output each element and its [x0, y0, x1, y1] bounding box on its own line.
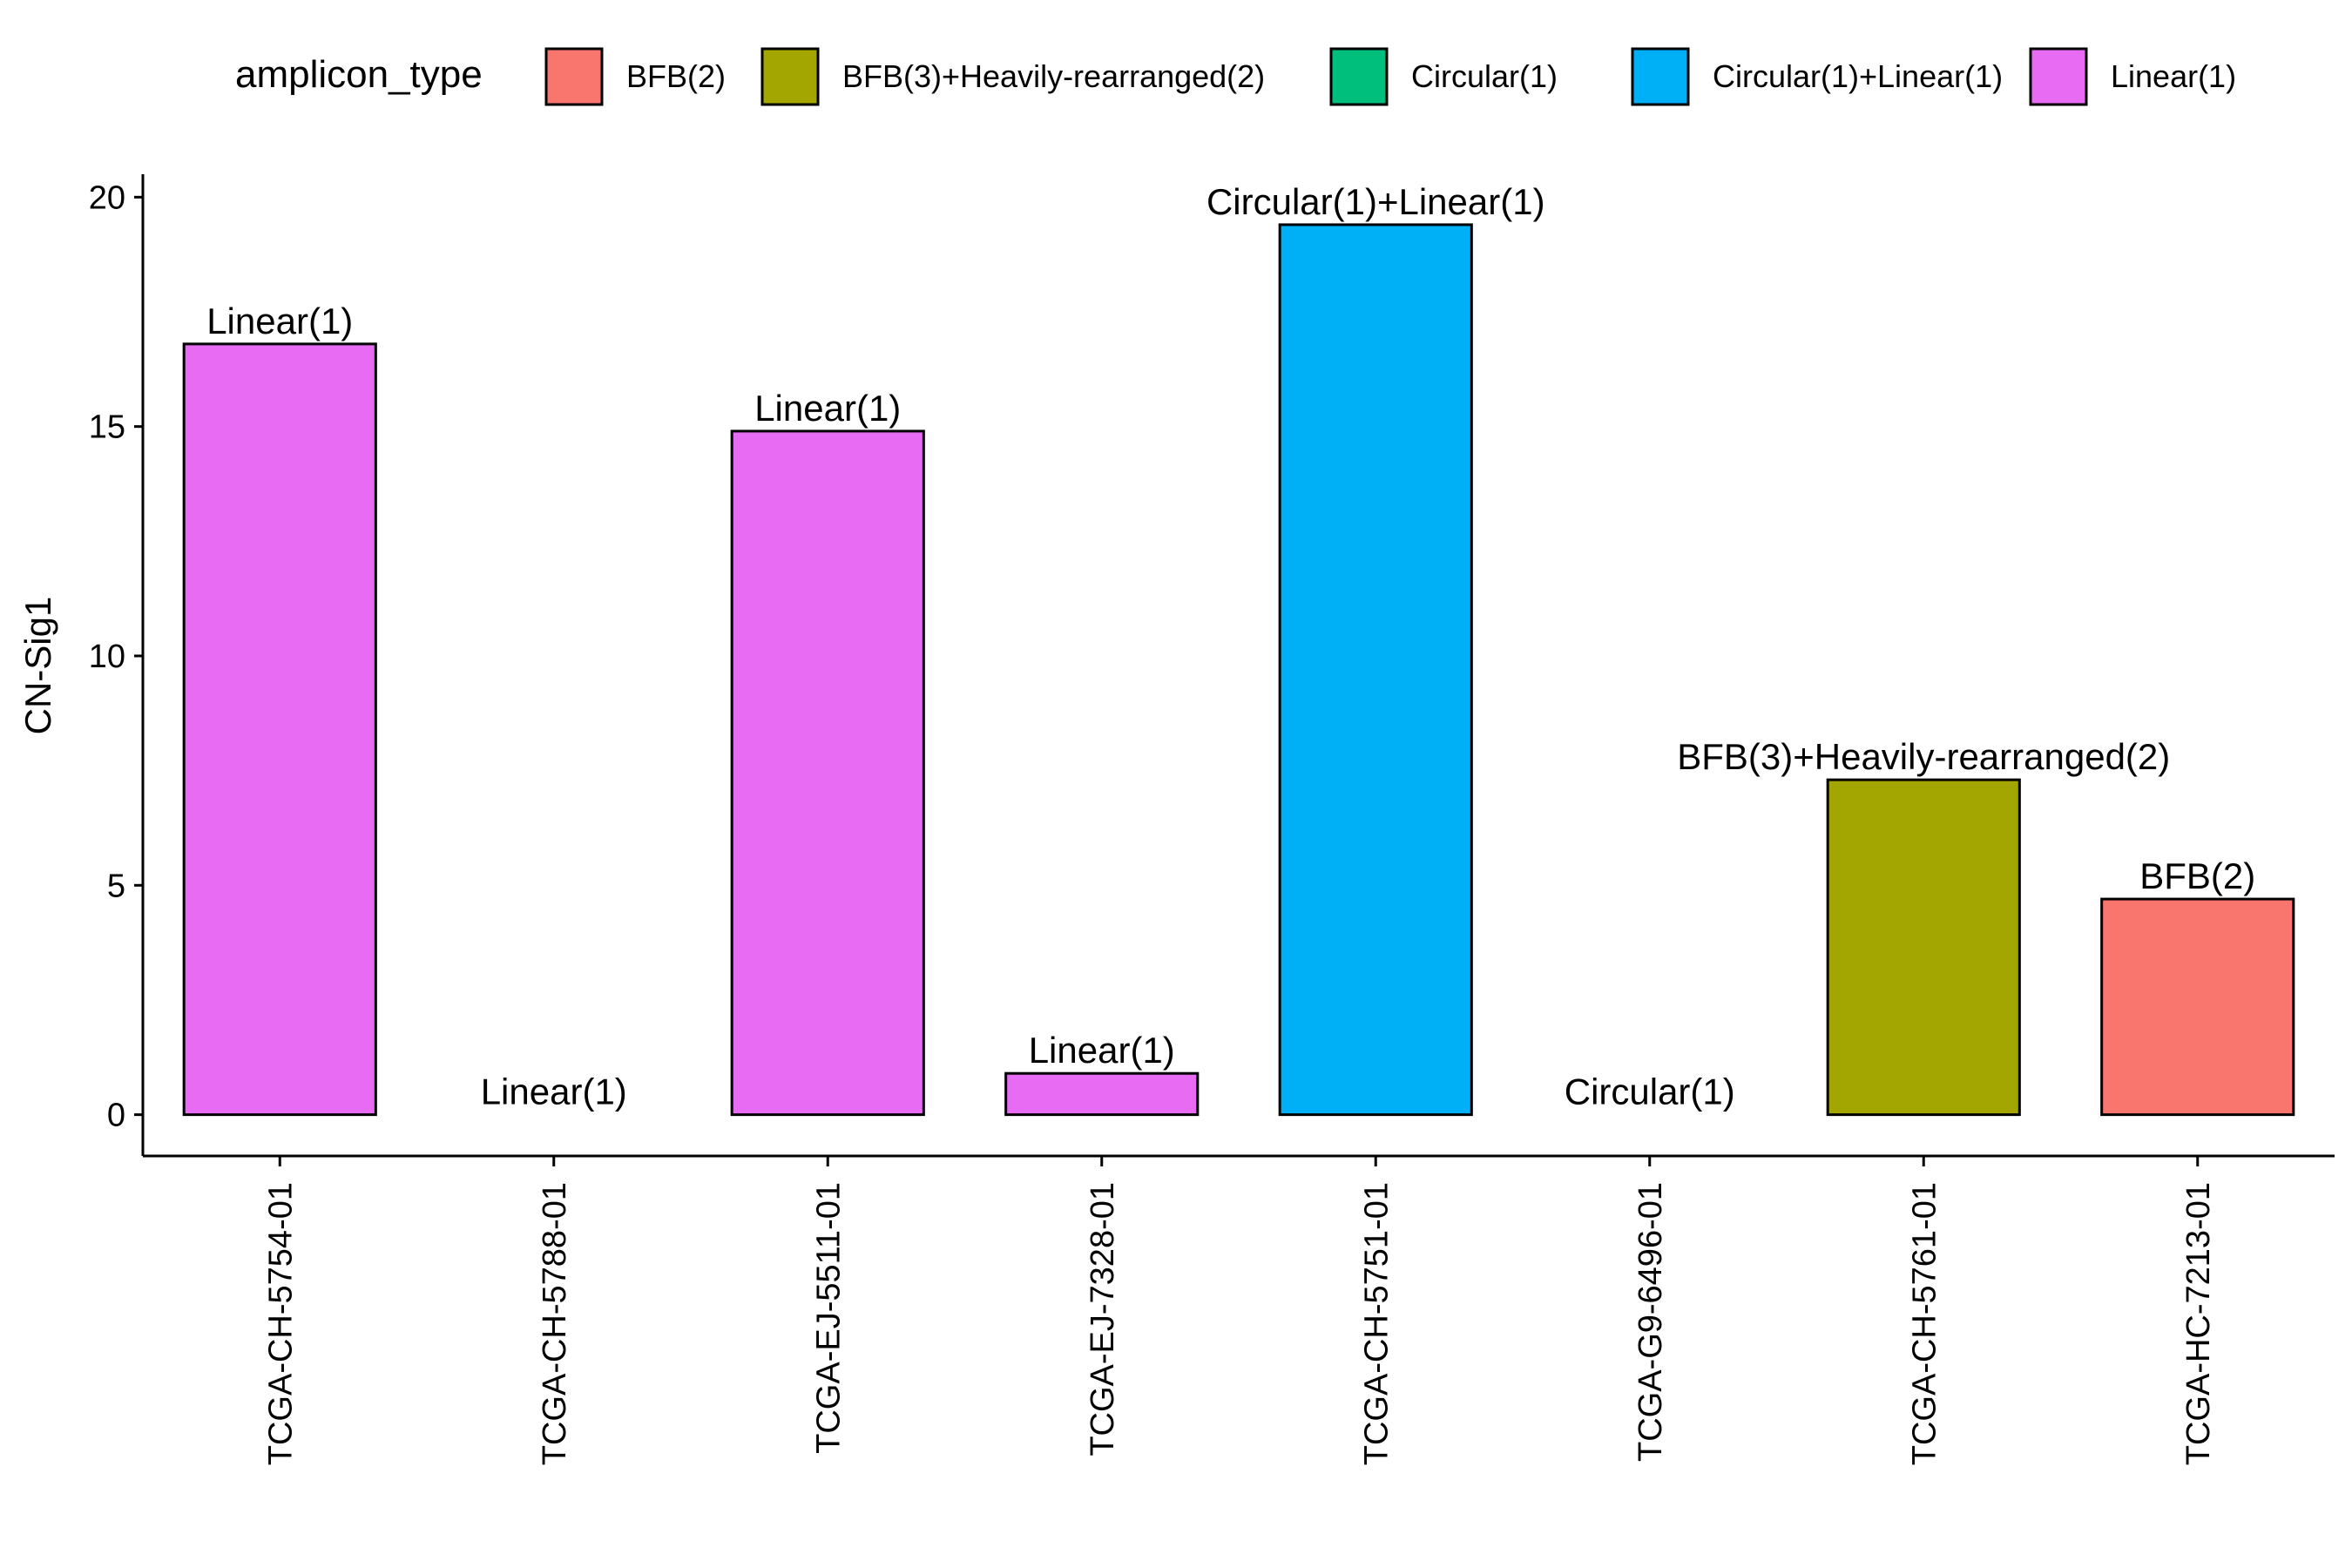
bar-value-label: BFB(3)+Heavily-rearranged(2): [1677, 736, 2170, 777]
y-tick-label: 15: [89, 409, 125, 446]
bar-value-label: Linear(1): [754, 388, 901, 429]
x-tick-label: TCGA-CH-5761-01: [1906, 1182, 1943, 1465]
y-tick-label: 0: [107, 1098, 125, 1134]
x-tick-label: TCGA-CH-5754-01: [262, 1182, 299, 1465]
x-tick-label: TCGA-CH-5751-01: [1358, 1182, 1395, 1465]
bar: [1826, 778, 2021, 1117]
y-axis-title: CN-Sig1: [17, 597, 58, 735]
legend-title: amplicon_type: [235, 53, 483, 96]
plot-area: Linear(1) Linear(1) Linear(1) Linear(1) Circ…: [89, 174, 2335, 1465]
legend-key: [2029, 47, 2088, 106]
legend-label: BFB(2): [626, 58, 726, 94]
y-tick-label: 5: [107, 868, 125, 904]
bar-value-label: Linear(1): [206, 301, 353, 341]
x-tick-label: TCGA-CH-5788-01: [537, 1182, 573, 1465]
x-tick-label: TCGA-EJ-7328-01: [1085, 1182, 1121, 1456]
legend-key: [1329, 47, 1389, 106]
bar-value-label: Linear(1): [1029, 1030, 1175, 1071]
bar: [1278, 223, 1473, 1117]
x-tick-label: TCGA-HC-7213-01: [2180, 1182, 2217, 1465]
bar-value-label: Circular(1)+Linear(1): [1206, 181, 1545, 222]
bar-value-label: Circular(1): [1565, 1071, 1735, 1112]
legend-label: Circular(1)+Linear(1): [1713, 58, 2003, 94]
legend-label: Linear(1): [2111, 58, 2236, 94]
bar: [730, 429, 925, 1117]
legend-label: Circular(1): [1411, 58, 1558, 94]
legend-label: BFB(3)+Heavily-rearranged(2): [842, 58, 1265, 94]
legend-key: [1631, 47, 1690, 106]
bar: [1004, 1071, 1200, 1117]
x-tick-label: TCGA-EJ-5511-01: [810, 1182, 847, 1454]
legend: amplicon_type BFB(2) BFB(3)+Heavily-rearr…: [235, 47, 2236, 106]
bar-value-label: BFB(2): [2139, 855, 2255, 896]
bar: [182, 342, 377, 1117]
bar: [2100, 897, 2295, 1117]
bar-value-label: Linear(1): [481, 1071, 627, 1112]
legend-key: [760, 47, 820, 106]
y-tick-label: 10: [89, 639, 125, 675]
legend-key: [544, 47, 604, 106]
y-tick-label: 20: [89, 179, 125, 216]
x-tick-label: TCGA-G9-6496-01: [1632, 1182, 1669, 1462]
